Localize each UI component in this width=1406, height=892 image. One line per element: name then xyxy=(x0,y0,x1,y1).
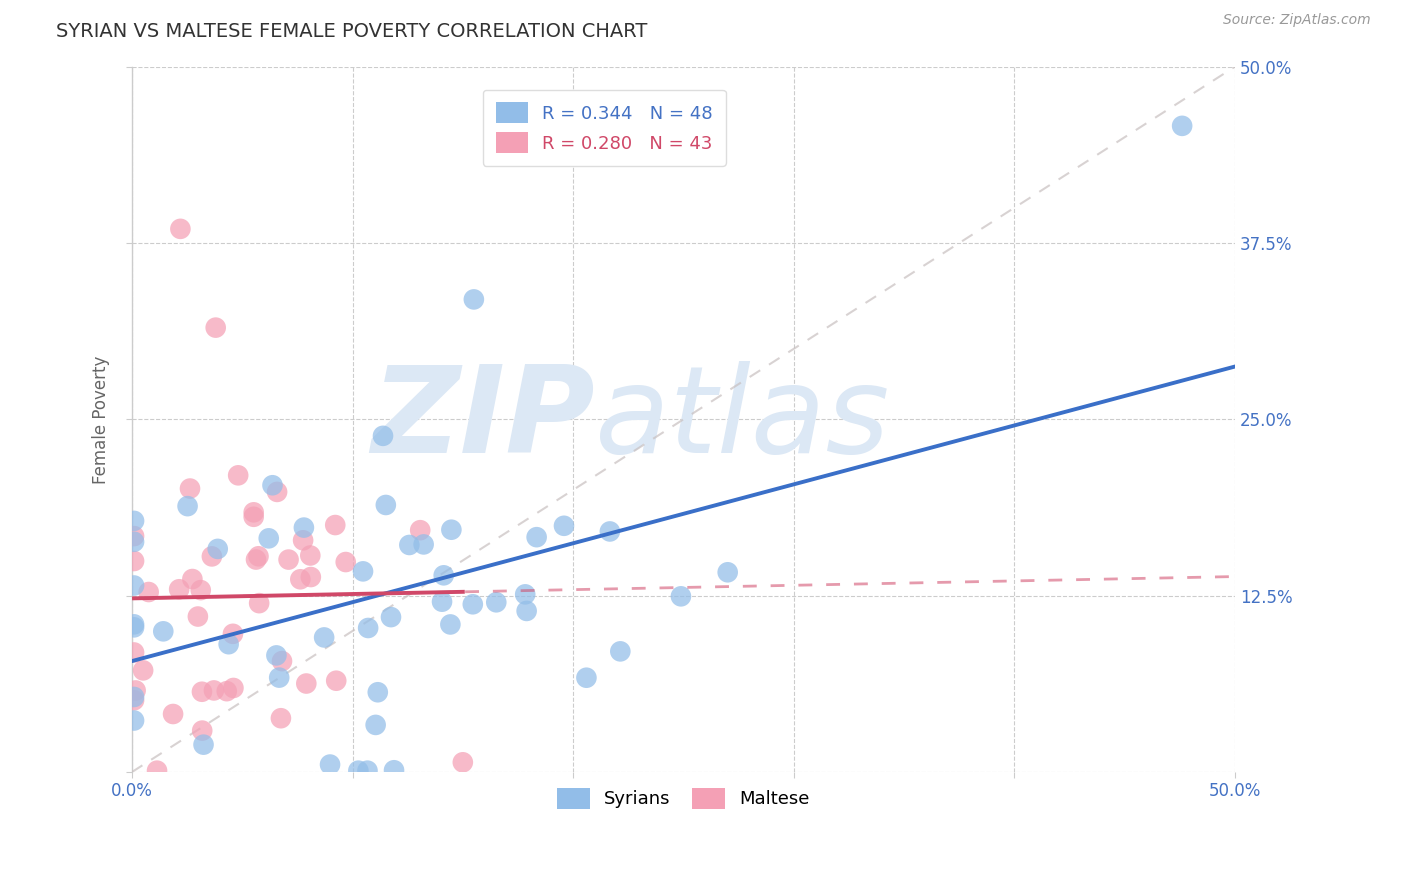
Point xyxy=(122,617,145,632)
Legend: Syrians, Maltese: Syrians, Maltese xyxy=(550,780,817,816)
Point xyxy=(335,555,357,569)
Point xyxy=(245,552,267,566)
Y-axis label: Female Poverty: Female Poverty xyxy=(93,355,110,483)
Point xyxy=(292,520,315,534)
Point xyxy=(191,685,214,699)
Point xyxy=(717,566,740,580)
Point xyxy=(430,595,453,609)
Point xyxy=(380,610,402,624)
Point xyxy=(215,684,238,698)
Point xyxy=(122,693,145,707)
Text: ZIP: ZIP xyxy=(371,361,595,478)
Point xyxy=(122,529,145,543)
Point xyxy=(433,568,456,582)
Point xyxy=(290,572,312,586)
Point xyxy=(485,595,508,609)
Point xyxy=(352,565,374,579)
Point xyxy=(299,549,322,563)
Point xyxy=(257,532,280,546)
Point xyxy=(122,578,145,592)
Point xyxy=(122,620,145,634)
Point xyxy=(266,484,288,499)
Point xyxy=(382,764,405,778)
Point xyxy=(191,723,214,738)
Point xyxy=(575,671,598,685)
Point xyxy=(202,683,225,698)
Point xyxy=(169,222,191,236)
Point xyxy=(398,538,420,552)
Point xyxy=(526,530,548,544)
Point xyxy=(1171,119,1194,133)
Point xyxy=(247,596,270,610)
Point xyxy=(409,523,432,537)
Point xyxy=(201,549,224,564)
Point xyxy=(271,654,294,668)
Point xyxy=(319,757,342,772)
Point xyxy=(609,644,631,658)
Point xyxy=(461,597,484,611)
Point xyxy=(269,671,291,685)
Point xyxy=(325,673,347,688)
Point xyxy=(122,534,145,549)
Point xyxy=(179,482,201,496)
Point xyxy=(242,505,264,519)
Point xyxy=(314,631,336,645)
Point xyxy=(187,609,209,624)
Point xyxy=(124,683,146,698)
Point xyxy=(226,468,249,483)
Point xyxy=(204,320,226,334)
Point xyxy=(440,523,463,537)
Point xyxy=(122,645,145,659)
Point xyxy=(266,648,288,663)
Point xyxy=(451,756,474,770)
Point xyxy=(292,533,315,548)
Point xyxy=(181,572,204,586)
Point xyxy=(364,718,387,732)
Point xyxy=(347,764,370,778)
Point xyxy=(553,518,575,533)
Point xyxy=(295,676,318,690)
Point xyxy=(515,587,537,601)
Point xyxy=(242,509,264,524)
Text: Source: ZipAtlas.com: Source: ZipAtlas.com xyxy=(1223,13,1371,28)
Point xyxy=(439,617,461,632)
Point xyxy=(190,583,212,598)
Point xyxy=(412,537,434,551)
Point xyxy=(122,690,145,704)
Point xyxy=(122,514,145,528)
Point xyxy=(262,478,284,492)
Point xyxy=(599,524,621,539)
Point xyxy=(138,585,160,599)
Point xyxy=(122,714,145,728)
Text: SYRIAN VS MALTESE FEMALE POVERTY CORRELATION CHART: SYRIAN VS MALTESE FEMALE POVERTY CORRELA… xyxy=(56,22,648,41)
Point xyxy=(299,570,322,584)
Point xyxy=(122,554,145,568)
Point xyxy=(152,624,174,639)
Point xyxy=(218,637,240,651)
Point xyxy=(247,549,270,564)
Point xyxy=(207,541,229,556)
Text: atlas: atlas xyxy=(595,361,890,478)
Point xyxy=(162,706,184,721)
Point xyxy=(222,627,245,641)
Point xyxy=(371,429,394,443)
Point xyxy=(146,764,169,778)
Point xyxy=(167,582,190,597)
Point xyxy=(374,498,396,512)
Point xyxy=(193,738,215,752)
Point xyxy=(176,499,198,513)
Point xyxy=(270,711,292,725)
Point xyxy=(367,685,389,699)
Point xyxy=(357,621,380,635)
Point xyxy=(356,764,378,778)
Point xyxy=(516,604,538,618)
Point xyxy=(277,552,299,566)
Point xyxy=(669,590,692,604)
Point xyxy=(463,293,485,307)
Point xyxy=(222,681,245,695)
Point xyxy=(132,664,155,678)
Point xyxy=(323,518,346,533)
